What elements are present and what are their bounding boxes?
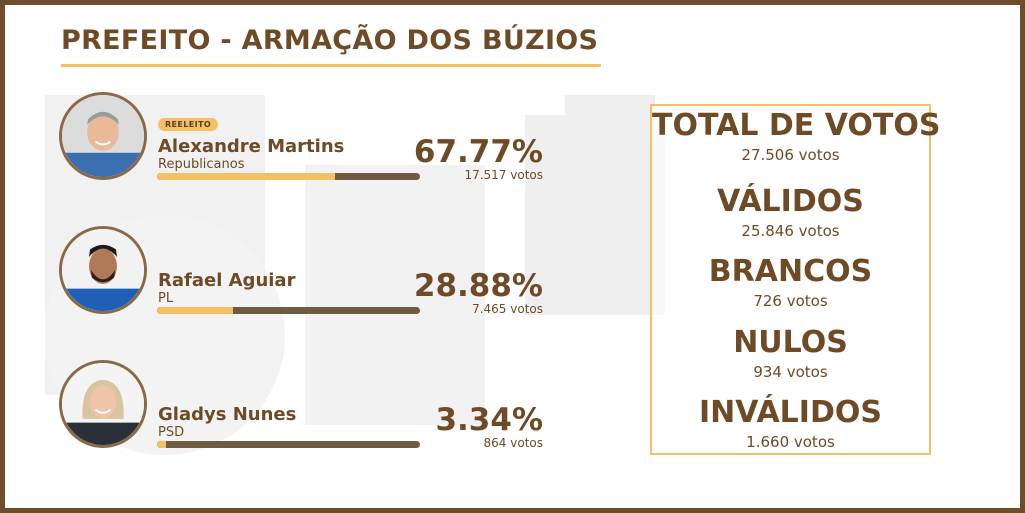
vote-share-bar-fill [157, 173, 336, 180]
candidate-percent: 3.34% [435, 402, 543, 438]
totals-panel: TOTAL DE VOTOS 27.506 votos VÁLIDOS 25.8… [650, 104, 941, 455]
candidate-row: Gladys Nunes PSD 3.34% 864 votos [57, 360, 557, 456]
reelected-badge: REELEITO [158, 118, 219, 131]
vote-share-bar [157, 173, 420, 180]
invalid-votes-value: 1.660 votos [746, 433, 835, 451]
valid-votes-value: 25.846 votos [741, 222, 840, 240]
candidate-party: PSD [158, 425, 185, 440]
candidate-percent: 67.77% [413, 134, 543, 170]
invalid-votes-label: INVÁLIDOS [699, 395, 882, 430]
candidate-party: PL [158, 291, 174, 306]
candidate-name: Alexandre Martins [158, 136, 345, 157]
vote-share-bar-fill [157, 441, 166, 448]
null-votes-value: 934 votos [753, 363, 828, 381]
candidate-photo-rafael [59, 226, 147, 314]
page-title: PREFEITO - ARMAÇÃO DOS BÚZIOS [61, 25, 599, 56]
candidate-photo-gladys [59, 360, 147, 448]
candidate-votes: 864 votos [483, 436, 543, 450]
candidate-name: Rafael Aguiar [158, 270, 296, 291]
valid-votes-label: VÁLIDOS [717, 184, 864, 219]
candidate-row: REELEITO Alexandre Martins Republicanos … [57, 92, 557, 188]
candidate-votes: 17.517 votos [464, 168, 543, 182]
total-votes-value: 27.506 votos [741, 146, 840, 164]
blank-votes-value: 726 votos [753, 292, 828, 310]
candidate-row: Rafael Aguiar PL 28.88% 7.465 votos [57, 226, 557, 322]
title-underline [61, 64, 601, 67]
vote-share-bar-fill [157, 307, 233, 314]
candidate-percent: 28.88% [413, 268, 543, 304]
blank-votes-label: BRANCOS [708, 254, 873, 289]
null-votes-label: NULOS [733, 325, 848, 360]
candidate-party: Republicanos [158, 157, 245, 172]
candidate-votes: 7.465 votos [472, 302, 543, 316]
vote-share-bar [157, 441, 420, 448]
candidate-name: Gladys Nunes [158, 404, 297, 425]
candidate-photo-alexandre [59, 92, 147, 180]
vote-share-bar [157, 307, 420, 314]
total-votes-label: TOTAL DE VOTOS [652, 108, 941, 143]
